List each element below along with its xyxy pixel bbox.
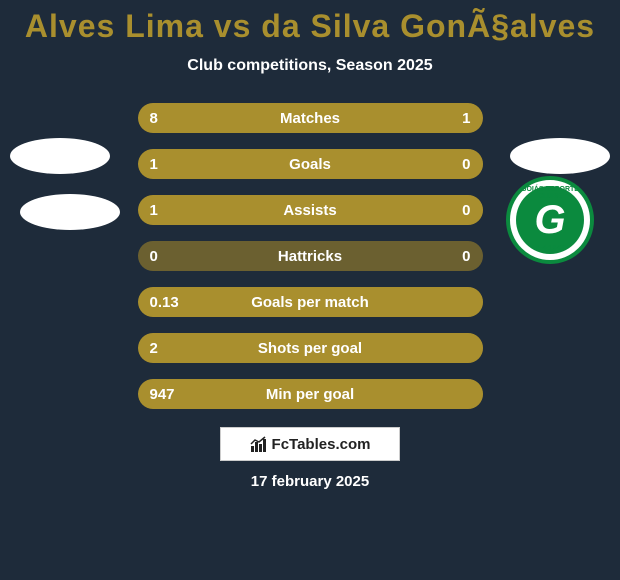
stat-label: Assists bbox=[138, 202, 483, 219]
stats-container: 81Matches 10Goals 10Assists 00Hattricks 0.13… bbox=[138, 103, 483, 409]
goias-badge: GOIÁS ESPORTE CLUBE G 6-4-1943 bbox=[506, 176, 594, 264]
club-badge-right-2: GOIÁS ESPORTE CLUBE G 6-4-1943 bbox=[500, 176, 600, 264]
date-label: 17 february 2025 bbox=[0, 473, 620, 490]
stat-label: Goals per match bbox=[138, 294, 483, 311]
stat-row: 10Assists bbox=[138, 195, 483, 225]
fctables-brand: FcTables.com bbox=[220, 427, 400, 461]
fctables-icon bbox=[250, 435, 268, 453]
stat-label: Hattricks bbox=[138, 248, 483, 265]
fctables-label: FcTables.com bbox=[272, 436, 371, 453]
stat-row: 0.13Goals per match bbox=[138, 287, 483, 317]
stat-row: 81Matches bbox=[138, 103, 483, 133]
goias-name: GOIÁS ESPORTE CLUBE bbox=[510, 186, 590, 200]
comparison-card: Alves Lima vs da Silva GonÃ§alves Club c… bbox=[0, 0, 620, 580]
stat-row: 00Hattricks bbox=[138, 241, 483, 271]
ellipse-shape bbox=[510, 138, 610, 174]
goias-founded: 6-4-1943 bbox=[536, 245, 564, 252]
stat-label: Goals bbox=[138, 156, 483, 173]
stat-label: Shots per goal bbox=[138, 340, 483, 357]
stat-label: Matches bbox=[138, 110, 483, 127]
stat-label: Min per goal bbox=[138, 386, 483, 403]
page-title: Alves Lima vs da Silva GonÃ§alves bbox=[0, 8, 620, 45]
club-badge-left-2 bbox=[20, 168, 120, 256]
subtitle: Club competitions, Season 2025 bbox=[0, 57, 620, 75]
stat-row: 947Min per goal bbox=[138, 379, 483, 409]
stat-row: 2Shots per goal bbox=[138, 333, 483, 363]
stat-row: 10Goals bbox=[138, 149, 483, 179]
goias-letter: G bbox=[534, 198, 565, 243]
ellipse-shape bbox=[20, 194, 120, 230]
